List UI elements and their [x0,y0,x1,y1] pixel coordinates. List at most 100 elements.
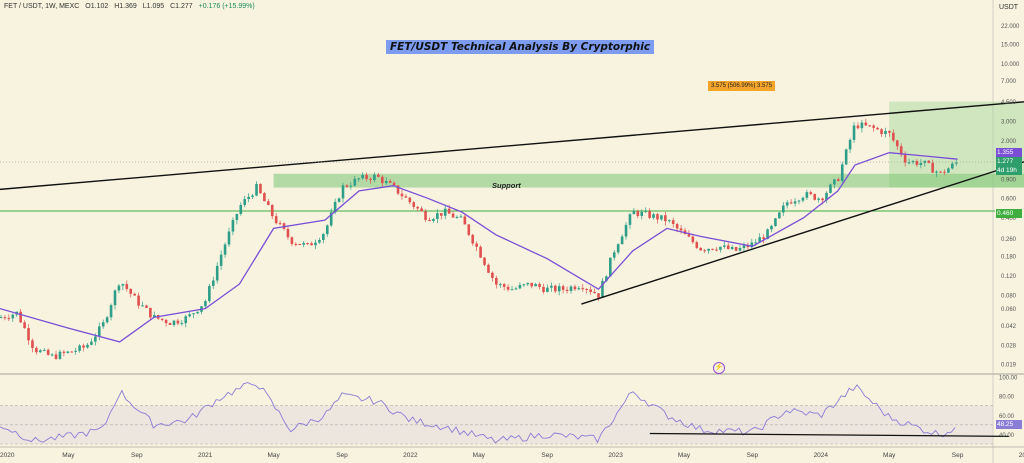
candle-body [255,183,258,196]
candle-body [400,193,404,197]
candle-body [778,212,781,219]
price-tick-label: 10.000 [1001,62,1020,68]
candle-body [581,288,585,290]
candle-body [738,248,742,251]
candle-body [133,293,136,296]
candle-body [660,215,663,220]
rsi-line [0,382,956,444]
candle-body [447,208,451,214]
candle-body [66,351,70,353]
currency-label: USDT [999,4,1019,11]
candle-body [50,354,54,356]
candle-body [54,354,58,359]
candle-body [455,216,459,218]
candle-body [530,282,533,287]
candle-body [0,317,3,319]
candle-body [396,185,400,194]
candle-body [915,160,919,165]
candle-body [589,289,592,292]
candle-body [750,242,754,248]
candle-body [196,311,199,314]
rsi-value-badge: 48.25 [996,420,1022,429]
candle-body [903,154,907,163]
chart-title: FET/USDT Technical Analysis By Cryptorph… [386,40,655,54]
open-value: O1.102 [85,3,109,10]
candle-body [373,174,376,181]
date-tick-label: 2023 [608,452,623,459]
date-tick-label: 2025 [1019,452,1024,459]
candle-body [192,313,195,315]
date-tick-label: 2020 [0,452,15,459]
candle-body [263,193,266,202]
change-value: +0.176 (+15.99%) [198,3,255,10]
candle-body [601,280,604,298]
candle-body [377,174,380,177]
candle-body [467,224,471,235]
candle-body [620,236,624,245]
candle-body [294,243,298,245]
candle-body [880,129,883,135]
candle-body [74,350,77,352]
candle-body [322,234,325,241]
candle-body [951,163,954,169]
candle-body [278,223,282,225]
candle-body [357,178,361,180]
candle-body [577,288,581,290]
support-level-badge: 0.460 [996,209,1022,218]
price-tick-label: 0.060 [1001,307,1017,313]
candle-body [219,254,223,266]
date-tick-label: Sep [336,452,348,459]
rsi-tick-label: 100.00 [999,376,1018,382]
price-tick-label: 0.600 [1001,197,1017,203]
candle-body [675,224,679,229]
candle-body [105,317,109,323]
candle-body [436,213,439,219]
candle-body [856,125,860,129]
candle-body [3,317,7,319]
candle-body [624,224,628,237]
price-tick-label: 0.400 [1001,216,1017,222]
candle-body [774,218,777,226]
candle-body [919,163,923,165]
candle-body [813,194,817,200]
candle-body [483,257,486,265]
date-tick-label: 2021 [198,452,213,459]
candle-body [35,348,38,353]
candle-body [825,192,828,201]
candle-body [314,242,317,246]
candle-body [518,285,522,289]
candle-body [852,125,856,140]
candle-body [27,328,30,341]
candle-body [168,323,172,326]
candle-body [495,277,498,285]
candle-body [432,218,435,221]
candle-body [129,288,133,294]
candle-body [939,171,942,173]
candle-body [176,320,180,324]
candle-body [632,211,636,215]
moving-average-line [0,152,958,343]
candle-body [569,286,573,291]
candle-body [286,228,290,238]
price-tick-label: 22.000 [1001,24,1020,30]
candle-body [211,280,215,287]
price-tick-label: 0.180 [1001,254,1017,260]
trendline[interactable] [0,101,1024,191]
date-tick-label: May [678,452,691,459]
lightning-icon[interactable]: ⚡ [713,362,725,374]
trendline[interactable] [581,161,1024,305]
candle-body [39,350,42,353]
low-value: L1.095 [142,3,165,10]
candle-body [235,213,239,220]
rsi-divergence-line[interactable] [649,432,1009,437]
candle-body [318,240,321,243]
candle-body [612,252,616,258]
date-tick-label: Sep [952,452,964,459]
candle-body [585,288,589,290]
candle-body [160,318,164,320]
rsi-tick-label: 40.00 [999,433,1015,439]
candle-body [416,206,419,209]
candle-body [487,264,490,273]
candle-body [404,196,408,198]
